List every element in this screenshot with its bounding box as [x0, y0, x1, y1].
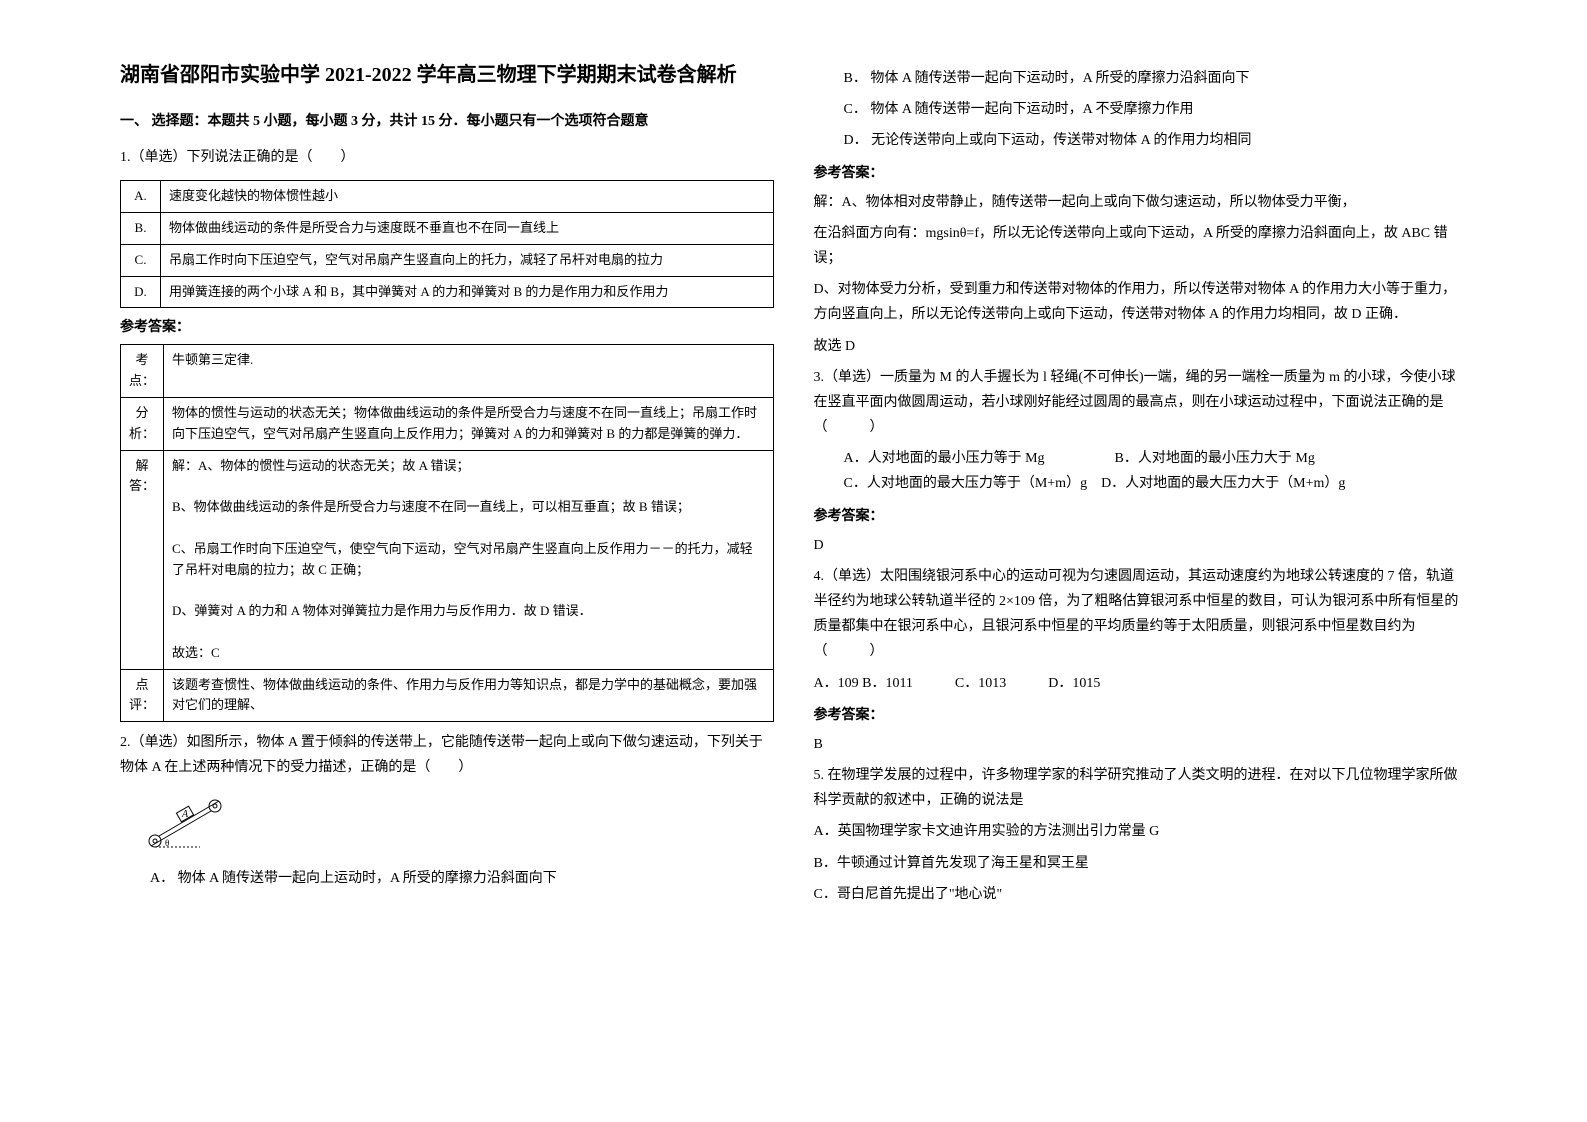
- table-row: 点评： 该题考查惯性、物体做曲线运动的条件、作用力与反作用力等知识点，都是力学中…: [121, 669, 774, 722]
- q2-explain: 在沿斜面方向有：mgsinθ=f，所以无论传送带向上或向下运动，A 所受的摩擦力…: [814, 221, 1468, 271]
- q2-option-c: C． 物体 A 随传送带一起向下运动时，A 不受摩擦力作用: [844, 97, 1468, 122]
- table-row: B. 物体做曲线运动的条件是所受合力与速度既不垂直也不在同一直线上: [121, 212, 774, 244]
- q1-options-table: A. 速度变化越快的物体惯性越小 B. 物体做曲线运动的条件是所受合力与速度既不…: [120, 180, 774, 308]
- table-row: A. 速度变化越快的物体惯性越小: [121, 181, 774, 213]
- q2-explain: 解：A、物体相对皮带静止，随传送带一起向上或向下做匀速运动，所以物体受力平衡，: [814, 190, 1468, 215]
- option-text: 速度变化越快的物体惯性越小: [161, 181, 774, 213]
- q5-option-c: C．哥白尼首先提出了"地心说": [814, 882, 1468, 907]
- option-text: 用弹簧连接的两个小球 A 和 B，其中弹簧对 A 的力和弹簧对 B 的力是作用力…: [161, 276, 774, 308]
- section-header: 一、 选择题：本题共 5 小题，每小题 3 分，共计 15 分．每小题只有一个选…: [120, 110, 774, 130]
- table-row: 考点： 牛顿第三定律.: [121, 345, 774, 398]
- svg-text:θ: θ: [165, 838, 169, 848]
- analysis-text: 该题考查惯性、物体做曲线运动的条件、作用力与反作用力等知识点，都是力学中的基础概…: [164, 669, 774, 722]
- option-label: B.: [121, 212, 161, 244]
- table-row: D. 用弹簧连接的两个小球 A 和 B，其中弹簧对 A 的力和弹簧对 B 的力是…: [121, 276, 774, 308]
- analysis-label: 解答：: [121, 450, 164, 669]
- answer-label: 参考答案：: [814, 162, 1468, 182]
- svg-text:A: A: [181, 809, 189, 820]
- q4-stem: 4.（单选）太阳围绕银河系中心的运动可视为匀速圆周运动，其运动速度约为地球公转速…: [814, 564, 1468, 665]
- q1-stem: 1.（单选）下列说法正确的是（ ）: [120, 145, 774, 170]
- table-row: C. 吊扇工作时向下压迫空气，空气对吊扇产生竖直向上的托力，减轻了吊杆对电扇的拉…: [121, 244, 774, 276]
- analysis-label: 考点：: [121, 345, 164, 398]
- exam-title: 湖南省邵阳市实验中学 2021-2022 学年高三物理下学期期末试卷含解析: [120, 60, 774, 90]
- q2-option-d: D． 无论传送带向上或向下运动，传送带对物体 A 的作用力均相同: [844, 128, 1468, 153]
- answer-label: 参考答案：: [814, 505, 1468, 525]
- option-label: C.: [121, 244, 161, 276]
- q2-stem: 2.（单选）如图所示，物体 A 置于倾斜的传送带上，它能随传送带一起向上或向下做…: [120, 730, 774, 780]
- q2-option-a: A． 物体 A 随传送带一起向上运动时，A 所受的摩擦力沿斜面向下: [150, 866, 774, 891]
- option-text: 吊扇工作时向下压迫空气，空气对吊扇产生竖直向上的托力，减轻了吊杆对电扇的拉力: [161, 244, 774, 276]
- q2-explain: 故选 D: [814, 334, 1468, 359]
- table-row: 解答： 解：A、物体的惯性与运动的状态无关；故 A 错误； B、物体做曲线运动的…: [121, 450, 774, 669]
- q2-option-b: B． 物体 A 随传送带一起向下运动时，A 所受的摩擦力沿斜面向下: [844, 66, 1468, 91]
- analysis-text: 物体的惯性与运动的状态无关；物体做曲线运动的条件是所受合力与速度不在同一直线上；…: [164, 397, 774, 450]
- table-row: 分析： 物体的惯性与运动的状态无关；物体做曲线运动的条件是所受合力与速度不在同一…: [121, 397, 774, 450]
- analysis-text: 解：A、物体的惯性与运动的状态无关；故 A 错误； B、物体做曲线运动的条件是所…: [164, 450, 774, 669]
- q4-answer: B: [814, 732, 1468, 757]
- q5-stem: 5. 在物理学发展的过程中，许多物理学家的科学研究推动了人类文明的进程．在对以下…: [814, 763, 1468, 813]
- analysis-label: 分析：: [121, 397, 164, 450]
- option-text: 物体做曲线运动的条件是所受合力与速度既不垂直也不在同一直线上: [161, 212, 774, 244]
- q5-option-b: B．牛顿通过计算首先发现了海王星和冥王星: [814, 851, 1468, 876]
- analysis-label: 点评：: [121, 669, 164, 722]
- q4-options: A．109 B．1011 C．1013 D．1015: [814, 671, 1468, 696]
- answer-label: 参考答案：: [120, 316, 774, 336]
- analysis-text: 牛顿第三定律.: [164, 345, 774, 398]
- option-label: A.: [121, 181, 161, 213]
- q3-answer: D: [814, 533, 1468, 558]
- q2-explain: D、对物体受力分析，受到重力和传送带对物体的作用力，所以传送带对物体 A 的作用…: [814, 277, 1468, 327]
- q3-stem: 3.（单选）一质量为 M 的人手握长为 l 轻绳(不可伸长)一端，绳的另一端栓一…: [814, 365, 1468, 441]
- answer-label: 参考答案：: [814, 704, 1468, 724]
- q5-option-a: A．英国物理学家卡文迪许用实验的方法测出引力常量 G: [814, 819, 1468, 844]
- option-label: D.: [121, 276, 161, 308]
- conveyor-diagram: A θ: [140, 791, 774, 856]
- q3-options: A．人对地面的最小压力等于 Mg B．人对地面的最小压力大于 Mg C．人对地面…: [844, 446, 1468, 496]
- q1-analysis-table: 考点： 牛顿第三定律. 分析： 物体的惯性与运动的状态无关；物体做曲线运动的条件…: [120, 344, 774, 722]
